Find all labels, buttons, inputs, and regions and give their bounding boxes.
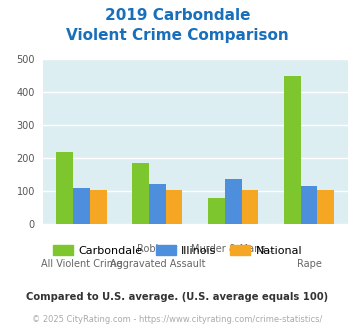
Text: Compared to U.S. average. (U.S. average equals 100): Compared to U.S. average. (U.S. average … (26, 292, 329, 302)
Text: Rape: Rape (296, 259, 321, 269)
Text: © 2025 CityRating.com - https://www.cityrating.com/crime-statistics/: © 2025 CityRating.com - https://www.city… (32, 315, 323, 324)
Text: 2019 Carbondale: 2019 Carbondale (105, 8, 250, 23)
Bar (166, 190, 182, 224)
Bar (241, 190, 258, 224)
Bar (225, 179, 241, 224)
Bar (90, 190, 106, 224)
Bar (317, 190, 334, 224)
Text: Robbery: Robbery (137, 244, 178, 254)
Text: Violent Crime Comparison: Violent Crime Comparison (66, 28, 289, 43)
Bar (149, 184, 166, 224)
Text: Aggravated Assault: Aggravated Assault (110, 259, 205, 269)
Bar (284, 76, 301, 224)
Bar (301, 186, 317, 224)
Bar (208, 198, 225, 224)
Text: Murder & Mans...: Murder & Mans... (191, 244, 275, 254)
Bar (56, 152, 73, 224)
Bar (73, 188, 90, 224)
Text: All Violent Crime: All Violent Crime (41, 259, 122, 269)
Bar (132, 163, 149, 224)
Legend: Carbondale, Illinois, National: Carbondale, Illinois, National (48, 241, 307, 260)
